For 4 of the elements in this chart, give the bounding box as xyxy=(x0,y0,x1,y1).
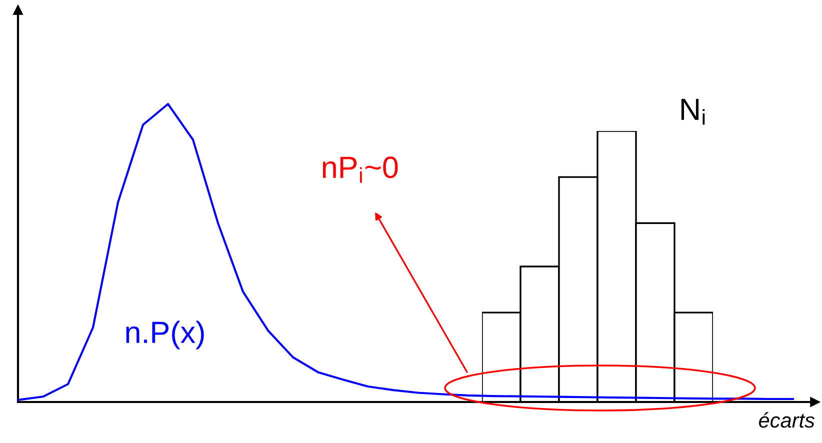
annotation: n.P(x) xyxy=(126,320,204,350)
x-axis-title: écarts xyxy=(758,412,815,428)
annotation: nP$_{i}$~0 xyxy=(322,156,398,183)
annotation: N$_{i}$ xyxy=(681,98,705,125)
